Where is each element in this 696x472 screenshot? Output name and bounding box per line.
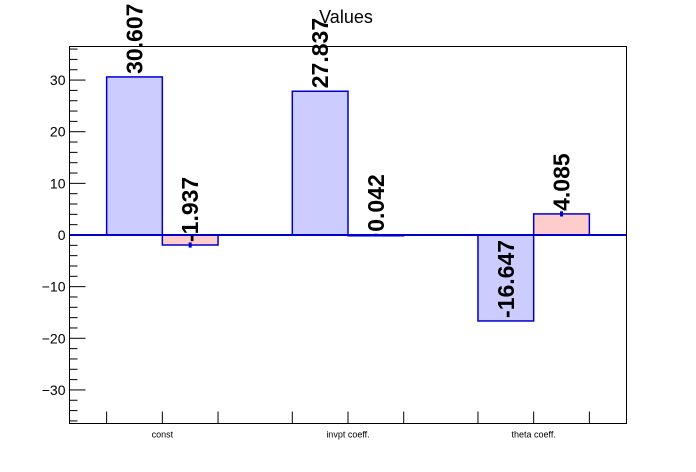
y-tick-label: −10 [42, 279, 66, 295]
y-tick-label: −20 [42, 330, 66, 346]
data-label: 0.042 [363, 174, 389, 232]
bar [105, 76, 164, 236]
x-category-label: theta coeff. [511, 430, 555, 440]
bar [477, 234, 535, 322]
x-category-label: invpt coeff. [326, 430, 369, 440]
y-tick-label: 20 [50, 124, 66, 140]
data-label: 4.085 [549, 153, 575, 211]
y-tick-label: 30 [50, 72, 66, 88]
y-axis: −30 −20 −10 0 10 20 30 [42, 48, 86, 422]
x-axis: const invpt coeff. theta coeff. [106, 411, 590, 440]
data-labels-group: 30.607 27.837 -16.647 -1.937 0.042 4.085 [121, 4, 574, 318]
y-tick-label: 10 [50, 175, 66, 191]
chart-title: Values [319, 7, 373, 27]
bar [291, 90, 349, 236]
bar [532, 213, 591, 236]
bars-group [105, 76, 591, 322]
data-label: 30.607 [121, 4, 147, 74]
data-label: -1.937 [177, 177, 203, 242]
data-label: -16.647 [493, 240, 519, 318]
data-label: 27.837 [307, 18, 333, 88]
x-category-label: const [152, 430, 174, 440]
y-tick-label: −30 [42, 382, 66, 398]
y-tick-label: 0 [58, 227, 66, 243]
